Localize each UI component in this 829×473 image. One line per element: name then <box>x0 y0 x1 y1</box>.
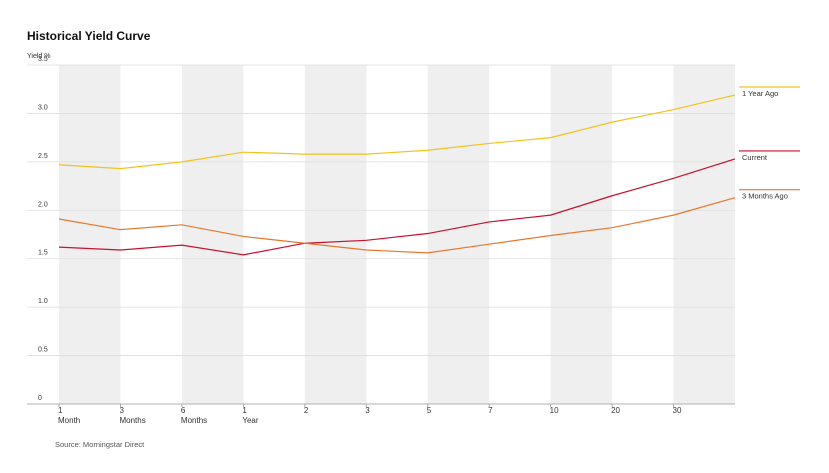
chart-title: Historical Yield Curve <box>27 29 151 43</box>
series-line <box>58 158 736 256</box>
source-note: Source: Morningstar Direct <box>55 440 145 449</box>
x-tick-label: 3 <box>365 406 370 415</box>
y-tick-label: 0.5 <box>38 347 48 354</box>
y-tick-label: 3.5 <box>38 56 48 63</box>
x-tick-label: 30 <box>672 406 682 415</box>
x-tick-label: 6 Months <box>180 406 208 425</box>
y-tick-label: 2.5 <box>38 153 48 160</box>
series-line <box>58 94 736 170</box>
x-tick-label: 1 Year <box>242 406 259 425</box>
legend-label: Current <box>742 153 768 162</box>
band <box>59 65 121 404</box>
y-axis-label: Yield % <box>27 53 50 60</box>
y-tick-label: 0 <box>38 395 42 402</box>
series-line <box>58 197 736 254</box>
band <box>673 65 735 404</box>
x-tick-label: 7 <box>488 406 493 415</box>
y-tick-label: 2.0 <box>38 201 48 208</box>
x-tick-label: 3 Months <box>119 406 146 425</box>
y-tick-label: 1.0 <box>38 298 48 305</box>
x-tick-label: 2 <box>303 406 309 415</box>
legend-label: 1 Year Ago <box>742 89 778 98</box>
x-tick-label: 5 <box>426 406 432 415</box>
x-tick-label: 20 <box>611 406 620 415</box>
band <box>427 65 490 404</box>
y-tick-label: 3.0 <box>38 104 48 111</box>
y-tick-label: 1.5 <box>38 250 48 257</box>
legend-label: 3 Months Ago <box>742 192 788 201</box>
band <box>304 65 367 404</box>
x-tick-label: 1 Month <box>58 406 81 425</box>
x-tick-label: 10 <box>549 406 559 415</box>
